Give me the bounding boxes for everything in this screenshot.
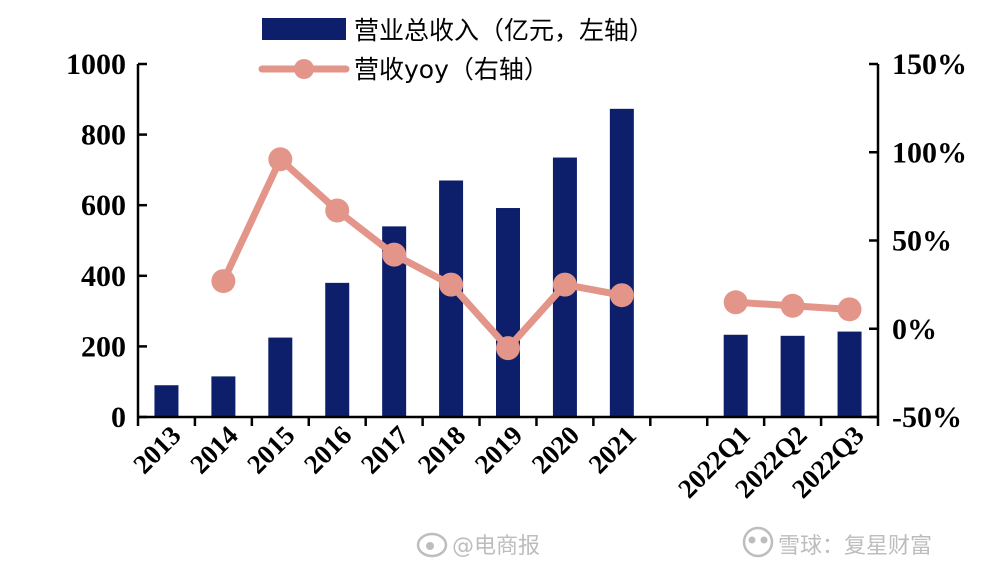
x-tick-label: 2016 [298,420,357,479]
x-tick-label: 2014 [184,420,243,479]
bar [325,282,350,417]
legend-line-marker [294,59,314,79]
yoy-point [325,198,350,223]
yoy-point [837,297,862,322]
bar [496,208,520,417]
legend-label-yoy: 营收yoy（右轴） [354,55,549,84]
bar [723,334,748,417]
y-left-tick-label: 800 [81,119,126,152]
x-tick-label: 2015 [241,420,300,479]
y-right-tick-label: 100% [892,136,967,169]
legend-bar-swatch [262,18,346,40]
yoy-point [609,283,634,308]
bar [268,337,293,417]
x-tick-label: 2013 [127,420,186,479]
y-right-tick-label: -50% [892,401,962,434]
bar [154,385,179,417]
y-left-tick-label: 0 [111,401,126,434]
y-right-tick-label: 0% [892,313,937,346]
yoy-point [780,293,805,318]
bar-series-revenue [154,108,862,418]
x-tick-label: 2021 [583,420,642,479]
watermarks: @电商报 雪球：复星财富 [416,526,932,559]
yoy-point [496,336,520,361]
y-left-tick-label: 200 [81,330,126,363]
legend: 营业总收入（亿元，左轴） 营收yoy（右轴） [258,16,654,84]
xueqiu-icon [742,526,774,558]
y-left-tick-label: 1000 [66,48,126,81]
y-right-tick-labels: -50% 0% 50% 100% 150% [892,48,967,434]
bar [780,335,805,417]
x-tick-label: 2017 [355,420,414,479]
bar [211,376,236,417]
y-right-tick-label: 50% [892,225,952,258]
yoy-point [382,242,407,267]
watermark-right: 雪球：复星财富 [778,534,932,559]
axes [136,62,880,426]
yoy-point [211,269,236,294]
line-series-yoy [211,147,862,361]
yoy-point [439,272,464,297]
yoy-point [723,290,748,315]
y-left-tick-label: 600 [81,189,126,222]
x-tick-label: 2020 [526,420,585,479]
legend-label-revenue: 营业总收入（亿元，左轴） [354,16,654,45]
watermark-left: @电商报 [452,534,540,559]
y-left-tick-labels: 0 200 400 600 800 1000 [66,48,126,434]
weibo-icon [416,532,448,558]
bar [837,331,862,417]
x-tick-label: 2018 [412,420,471,479]
yoy-point [552,272,577,297]
yoy-line-segment [219,155,626,352]
y-left-tick-label: 400 [81,260,126,293]
y-right-tick-label: 150% [892,48,967,81]
yoy-point [268,147,293,172]
x-tick-label: 2019 [469,420,528,479]
bar [609,108,634,418]
